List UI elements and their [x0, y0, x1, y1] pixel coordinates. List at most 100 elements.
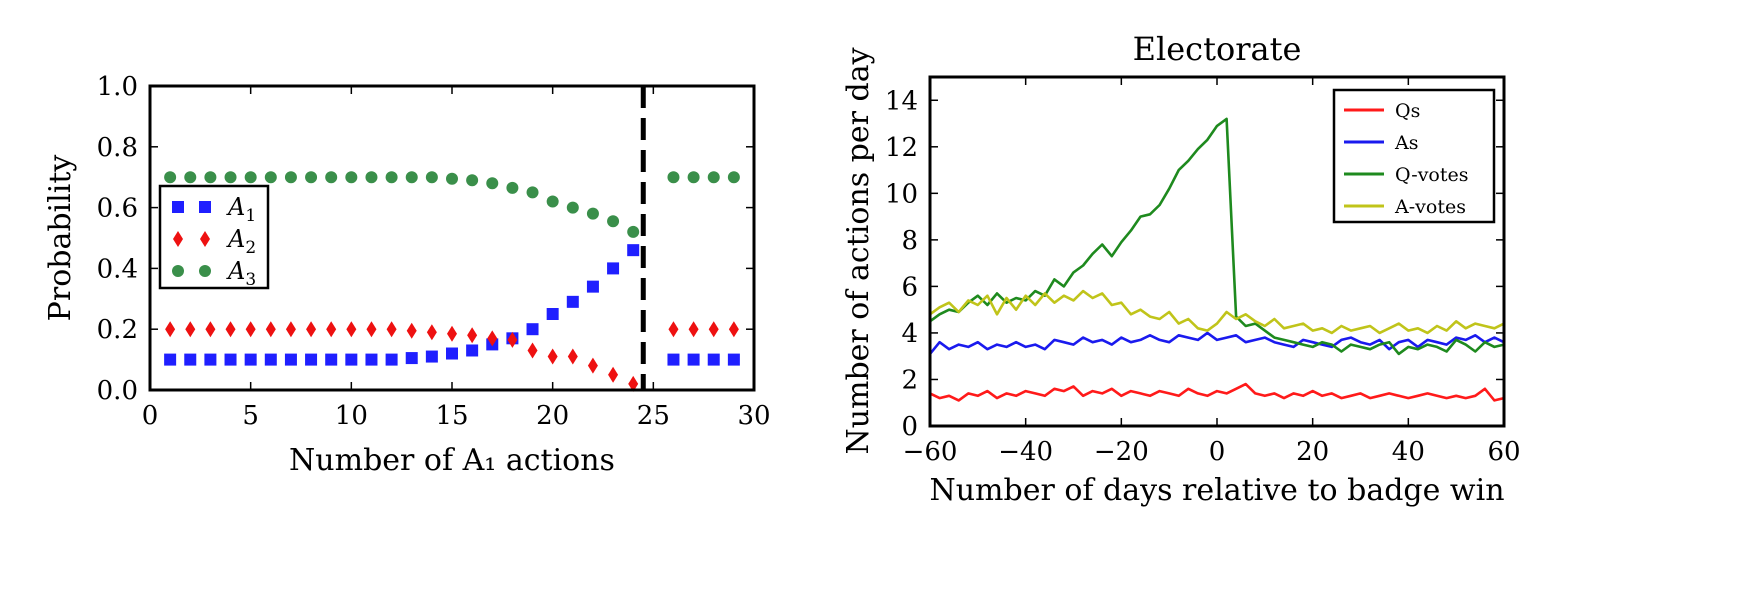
- y-tick-label: 0.8: [97, 133, 138, 163]
- data-point-square: [466, 344, 479, 357]
- y-tick-label: 14: [885, 86, 918, 116]
- y-tick-label: 0.2: [97, 315, 138, 345]
- x-tick-label: 15: [435, 401, 468, 431]
- legend-label-subscript: 3: [245, 270, 256, 290]
- data-point-square: [244, 353, 257, 366]
- y-tick-label: 8: [901, 226, 918, 256]
- data-point-square: [204, 353, 217, 366]
- y-tick-label: 0: [901, 412, 918, 442]
- data-point-circle: [204, 171, 217, 184]
- y-tick-label: 0.4: [97, 254, 138, 284]
- data-point-square: [284, 353, 297, 366]
- data-point-diamond: [487, 330, 498, 347]
- data-point-diamond: [608, 366, 619, 383]
- data-point-diamond: [728, 321, 739, 338]
- data-point-circle: [566, 201, 579, 214]
- y-tick-label: 1.0: [97, 72, 138, 102]
- legend-marker-square: [172, 201, 184, 213]
- data-point-circle: [325, 171, 338, 184]
- data-point-square: [586, 280, 599, 293]
- data-point-circle: [627, 225, 640, 238]
- y-axis-label: Probability: [43, 155, 78, 322]
- x-axis-label: Number of A₁ actions: [289, 443, 615, 478]
- series-a2: [165, 321, 739, 392]
- data-point-square: [546, 308, 559, 320]
- legend-marker-circle: [199, 265, 211, 277]
- data-point-square: [687, 353, 700, 366]
- data-point-diamond: [668, 321, 679, 338]
- data-point-diamond: [165, 321, 176, 338]
- y-tick-label: 0.0: [97, 376, 138, 406]
- x-tick-label: 0: [1209, 437, 1226, 467]
- data-point-square: [707, 353, 720, 366]
- data-point-diamond: [527, 342, 538, 359]
- data-point-square: [325, 353, 338, 366]
- legend-label: A-votes: [1394, 196, 1466, 218]
- data-point-circle: [284, 171, 297, 184]
- data-point-circle: [184, 171, 197, 184]
- data-point-square: [667, 353, 680, 366]
- data-point-square: [566, 295, 579, 308]
- x-tick-label: 40: [1392, 437, 1425, 467]
- chart-title: Electorate: [1133, 30, 1302, 68]
- data-point-circle: [727, 171, 740, 184]
- data-point-diamond: [205, 321, 216, 338]
- data-point-diamond: [306, 321, 317, 338]
- series-line-q-votes: [929, 117, 1505, 356]
- data-point-circle: [305, 171, 318, 184]
- x-tick-label: −20: [1094, 437, 1149, 467]
- x-tick-label: 0: [142, 401, 159, 431]
- data-point-diamond: [426, 324, 437, 341]
- data-point-circle: [546, 195, 559, 208]
- data-point-circle: [446, 172, 458, 185]
- data-point-diamond: [467, 327, 478, 344]
- data-point-square: [526, 323, 539, 336]
- data-point-circle: [506, 181, 519, 194]
- legend-marker-square: [199, 201, 211, 213]
- y-tick-label: 4: [901, 319, 918, 349]
- data-point-square: [446, 347, 458, 360]
- data-point-diamond: [265, 321, 276, 338]
- data-point-circle: [405, 171, 418, 184]
- data-point-circle: [486, 177, 499, 190]
- data-point-diamond: [547, 348, 558, 365]
- y-tick-label: 0.6: [97, 194, 138, 224]
- data-point-diamond: [406, 322, 417, 339]
- y-tick-label: 12: [885, 133, 918, 163]
- legend-label-subscript: 2: [245, 238, 256, 258]
- legend: Qs As Q-votes A-votes: [1332, 88, 1496, 224]
- data-point-square: [425, 350, 438, 363]
- data-point-diamond: [225, 321, 236, 338]
- data-point-diamond: [447, 325, 457, 342]
- x-tick-label: 20: [1296, 437, 1329, 467]
- data-point-square: [627, 244, 640, 257]
- data-point-circle: [667, 171, 680, 184]
- data-point-circle: [707, 171, 720, 184]
- data-point-circle: [586, 207, 599, 220]
- data-point-diamond: [507, 331, 518, 348]
- series-line-a-votes: [929, 289, 1505, 335]
- data-point-circle: [345, 171, 358, 184]
- data-point-circle: [365, 171, 378, 184]
- y-tick-label: 10: [885, 179, 918, 209]
- data-point-square: [405, 352, 418, 365]
- data-point-diamond: [346, 321, 357, 338]
- legend-label: As: [1394, 132, 1418, 154]
- series-a1: [164, 244, 740, 366]
- data-point-diamond: [245, 321, 256, 338]
- data-point-diamond: [567, 348, 578, 365]
- legend-entry: A3: [172, 257, 256, 290]
- y-tick-label: 6: [901, 272, 918, 302]
- data-point-circle: [526, 186, 539, 199]
- legend-box: [1332, 88, 1496, 224]
- x-tick-label: 5: [242, 401, 259, 431]
- x-tick-label: 25: [637, 401, 670, 431]
- y-tick-label: 2: [901, 365, 918, 395]
- data-point-diamond: [326, 321, 337, 338]
- data-point-circle: [164, 171, 177, 184]
- x-tick-label: 60: [1487, 437, 1520, 467]
- series-a3: [164, 171, 740, 238]
